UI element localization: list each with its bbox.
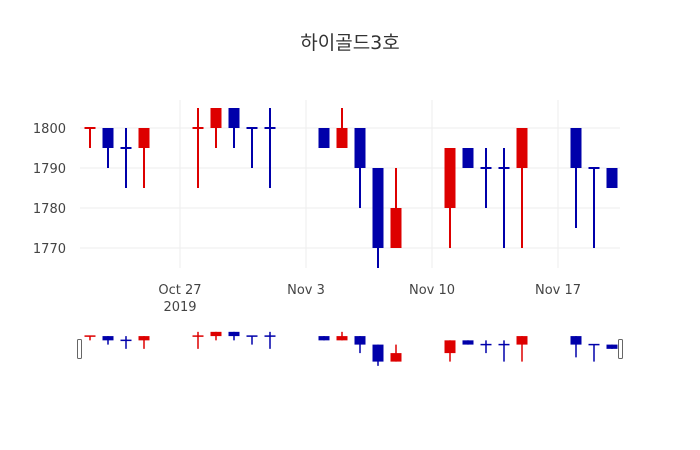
x-tick-label: Nov 10 — [409, 283, 455, 298]
candle[interactable] — [462, 340, 474, 345]
candle[interactable] — [336, 331, 348, 341]
x-tick-label: Nov 17 — [535, 283, 581, 298]
candle[interactable] — [84, 335, 96, 341]
candle[interactable] — [84, 127, 96, 148]
candle[interactable] — [210, 331, 222, 341]
candle[interactable] — [516, 336, 528, 362]
candle[interactable] — [264, 108, 276, 188]
candle[interactable] — [120, 336, 132, 349]
candle[interactable] — [570, 128, 582, 228]
x-axis: Oct 27 2019 Nov 3 Nov 10 Nov 17 — [158, 283, 581, 315]
range-slider-right-handle[interactable] — [618, 339, 623, 359]
candle[interactable] — [120, 128, 132, 188]
candle[interactable] — [264, 331, 276, 349]
candle[interactable] — [246, 127, 258, 168]
y-tick-label: 1770 — [33, 242, 66, 257]
candle[interactable] — [444, 340, 456, 362]
plot-area[interactable] — [84, 108, 618, 268]
candle[interactable] — [102, 128, 114, 168]
chart-title: 하이골드3호 — [300, 32, 400, 54]
x-tick-label: Nov 3 — [287, 283, 325, 298]
candle[interactable] — [498, 148, 510, 248]
candle[interactable] — [246, 335, 258, 345]
candle[interactable] — [372, 168, 384, 268]
candle[interactable] — [480, 148, 492, 208]
candle[interactable] — [480, 340, 492, 354]
candle[interactable] — [354, 128, 366, 208]
x-tick-label: Oct 27 — [158, 283, 201, 298]
candle[interactable] — [444, 148, 456, 248]
candle[interactable] — [516, 128, 528, 248]
candle[interactable] — [102, 336, 114, 345]
candle[interactable] — [210, 108, 222, 148]
y-tick-label: 1780 — [33, 202, 66, 217]
candle[interactable] — [606, 344, 618, 349]
candle[interactable] — [318, 336, 330, 341]
range-slider-left-handle[interactable] — [77, 339, 82, 359]
candle[interactable] — [318, 128, 330, 148]
candle[interactable] — [570, 336, 582, 358]
candle[interactable] — [606, 168, 618, 188]
candle[interactable] — [498, 340, 510, 362]
candle[interactable] — [336, 108, 348, 148]
candle[interactable] — [588, 167, 600, 248]
x-tick-year: 2019 — [163, 300, 196, 315]
grid-lines — [80, 100, 620, 268]
candle[interactable] — [192, 331, 204, 349]
candle[interactable] — [138, 336, 150, 349]
candle[interactable] — [462, 148, 474, 168]
y-tick-label: 1800 — [33, 122, 66, 137]
candle[interactable] — [390, 168, 402, 248]
candle[interactable] — [588, 343, 600, 362]
candle[interactable] — [228, 108, 240, 148]
candle[interactable] — [354, 336, 366, 354]
candle[interactable] — [228, 331, 240, 341]
candle[interactable] — [138, 128, 150, 188]
y-tick-label: 1790 — [33, 162, 66, 177]
candle[interactable] — [390, 344, 402, 362]
y-axis: 1770 1780 1790 1800 — [33, 122, 66, 257]
candle[interactable] — [372, 344, 384, 366]
range-slider[interactable] — [77, 331, 623, 366]
candle[interactable] — [192, 108, 204, 188]
